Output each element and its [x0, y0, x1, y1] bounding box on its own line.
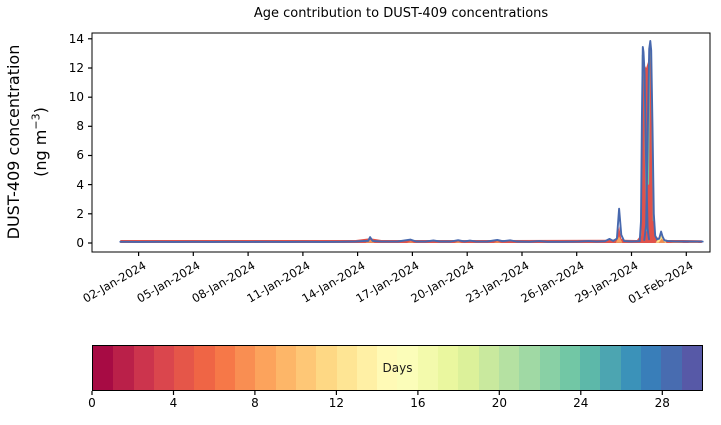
- colorbar-segment: [438, 346, 459, 390]
- young-age-area: [120, 47, 702, 243]
- colorbar-segment: [295, 346, 317, 390]
- colorbar-segment: [559, 346, 581, 390]
- colorbar-segment: [174, 346, 195, 390]
- colorbar-segment: [316, 346, 337, 390]
- colorbar-segment: [214, 346, 236, 390]
- y-tick-label: 8: [76, 119, 84, 134]
- total-line-spike2: [643, 40, 659, 241]
- chart-title: Age contribution to DUST-409 concentrati…: [253, 6, 549, 21]
- age-accent-area: [454, 241, 462, 243]
- y-tick-label: 10: [68, 90, 84, 105]
- colorbar-segment: [519, 346, 540, 390]
- colorbar-segment: [478, 346, 499, 390]
- colorbar-segment: [620, 346, 642, 390]
- colorbar-segment: [397, 346, 418, 390]
- colorbar-tick-label: 12: [328, 396, 345, 410]
- colorbar-tick-label: 8: [251, 396, 259, 410]
- colorbar-segment: [681, 346, 702, 390]
- colorbar-segment: [275, 346, 296, 390]
- colorbar-segment: [194, 346, 215, 390]
- colorbar-segment: [153, 346, 175, 390]
- colorbar-segment: [377, 346, 398, 390]
- colorbar-segment: [498, 346, 520, 390]
- total-line-baseline: [119, 207, 641, 243]
- age-accent-area: [658, 238, 666, 243]
- colorbar-segment: [417, 346, 439, 390]
- colorbar-segment: [356, 346, 378, 390]
- colorbar-segment: [458, 346, 479, 390]
- age-accent-area: [406, 241, 415, 243]
- plot-border: [91, 32, 711, 253]
- colorbar-segment: [661, 346, 682, 390]
- total-line-tail: [656, 230, 704, 243]
- y-tick-label: 4: [76, 177, 84, 192]
- y-tick-label: 0: [76, 235, 84, 250]
- colorbar-segment: [255, 346, 276, 390]
- colorbar-tick-label: 24: [573, 396, 589, 410]
- colorbar-segment: [235, 346, 256, 390]
- colorbar-segment: [600, 346, 621, 390]
- age-accent-area: [493, 241, 501, 243]
- age-accent-area: [615, 236, 623, 243]
- colorbar-segment: [93, 346, 114, 390]
- y-tick-label: 14: [68, 31, 84, 46]
- y-tick-label: 2: [76, 206, 84, 221]
- colorbar-segment: [580, 346, 601, 390]
- colorbar-tick-label: 28: [654, 396, 670, 410]
- colorbar-segment: [539, 346, 560, 390]
- colorbar-tick-label: 0: [88, 396, 96, 410]
- y-tick-label: 12: [68, 60, 84, 75]
- colorbar-segment: [641, 346, 662, 390]
- y-tick-label: 6: [76, 148, 84, 163]
- colorbar-tick-label: 16: [410, 396, 426, 410]
- colorbar: [92, 345, 703, 391]
- colorbar-segment: [113, 346, 134, 390]
- colorbar-tick-label: 4: [169, 396, 178, 410]
- colorbar-segment: [336, 346, 357, 390]
- colorbar-tick-label: 20: [491, 396, 507, 410]
- colorbar-segment: [133, 346, 154, 390]
- age-accent-area: [365, 239, 375, 243]
